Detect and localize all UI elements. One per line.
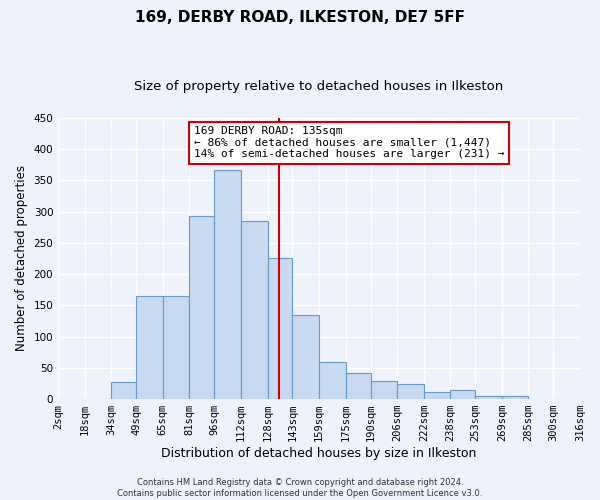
Bar [475, 396, 502, 399]
Bar [397, 384, 424, 399]
Bar [346, 373, 371, 399]
Bar [112, 382, 136, 399]
Bar [451, 390, 475, 399]
Y-axis label: Number of detached properties: Number of detached properties [15, 166, 28, 352]
Bar [502, 396, 529, 399]
Text: Contains HM Land Registry data © Crown copyright and database right 2024.
Contai: Contains HM Land Registry data © Crown c… [118, 478, 482, 498]
Bar [241, 221, 268, 399]
Bar [190, 216, 214, 399]
Bar [214, 170, 241, 399]
Bar [319, 362, 346, 399]
Title: Size of property relative to detached houses in Ilkeston: Size of property relative to detached ho… [134, 80, 504, 93]
Text: 169 DERBY ROAD: 135sqm
← 86% of detached houses are smaller (1,447)
14% of semi-: 169 DERBY ROAD: 135sqm ← 86% of detached… [194, 126, 505, 160]
Bar [424, 392, 451, 399]
Text: 169, DERBY ROAD, ILKESTON, DE7 5FF: 169, DERBY ROAD, ILKESTON, DE7 5FF [135, 10, 465, 25]
Bar [268, 258, 292, 399]
Bar [163, 296, 190, 399]
X-axis label: Distribution of detached houses by size in Ilkeston: Distribution of detached houses by size … [161, 447, 477, 460]
Bar [292, 316, 319, 399]
Bar [371, 381, 397, 399]
Bar [136, 296, 163, 399]
